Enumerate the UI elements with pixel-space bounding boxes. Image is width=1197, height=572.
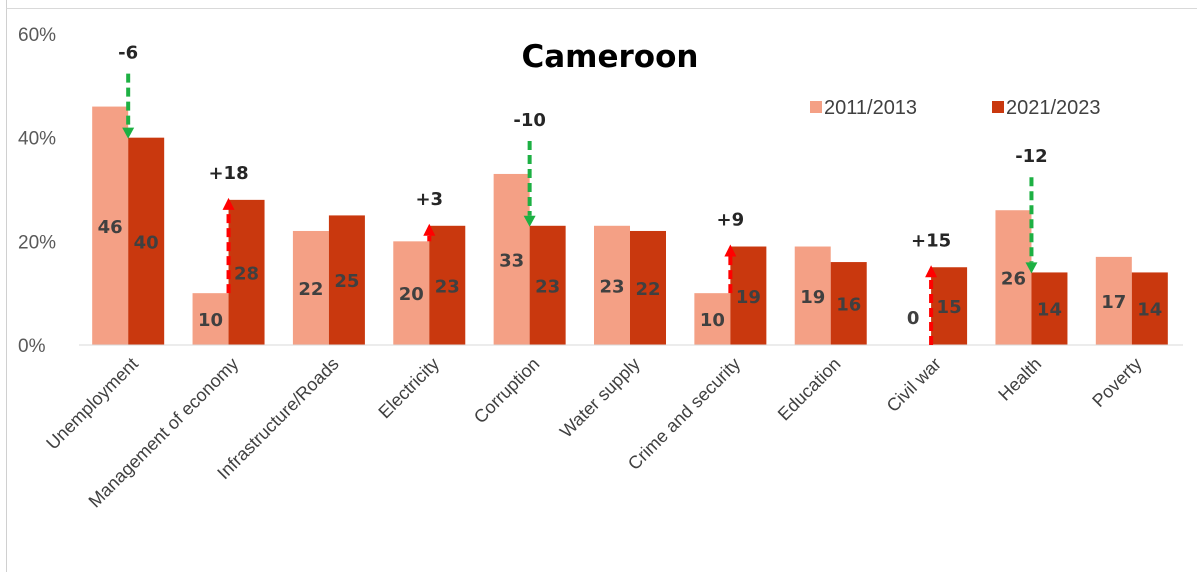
x-tick-label: Water supply	[556, 354, 644, 442]
bar-previous	[92, 106, 129, 345]
data-label: 0	[907, 308, 920, 329]
change-arrow-head	[222, 197, 235, 210]
bar-current	[931, 267, 968, 345]
data-label: 40	[134, 232, 159, 253]
change-arrow-head	[925, 265, 938, 278]
y-tick-label: 20%	[18, 232, 56, 253]
panel-border-top	[6, 0, 1197, 9]
bar-previous	[794, 246, 831, 345]
legend-label: 2011/2013	[824, 97, 917, 119]
bar-current	[1131, 272, 1168, 345]
panel-border-left	[6, 9, 7, 572]
data-label: 23	[599, 276, 624, 297]
data-label: 10	[700, 310, 725, 331]
data-label: 14	[1137, 300, 1162, 321]
bar-current	[730, 246, 767, 345]
bar-previous	[694, 293, 731, 345]
y-tick-label: 40%	[18, 129, 56, 150]
x-tick-label: Civil war	[883, 354, 945, 416]
data-label: 28	[234, 263, 259, 284]
data-label: 15	[937, 297, 962, 318]
bar-previous	[995, 210, 1032, 345]
bar-current	[830, 262, 867, 345]
x-tick-label: Health	[994, 354, 1045, 405]
data-label: 19	[736, 287, 761, 308]
bar-current	[228, 199, 265, 345]
data-label: 25	[334, 271, 359, 292]
y-tick-label: 60%	[18, 25, 56, 46]
change-label: -6	[118, 43, 138, 64]
data-label: 14	[1037, 300, 1062, 321]
data-label: 16	[836, 295, 861, 316]
x-tick-label: Unemployment	[42, 354, 142, 454]
change-label: +9	[717, 210, 745, 231]
data-label: 19	[800, 287, 825, 308]
data-label: 33	[499, 250, 524, 271]
x-tick-label: Crime and security	[624, 354, 744, 474]
chart-title: Cameroon	[522, 39, 699, 75]
change-label: +18	[208, 163, 248, 184]
bar-previous	[292, 230, 329, 345]
data-label: 10	[198, 310, 223, 331]
change-arrow-head	[523, 215, 536, 227]
legend-swatch	[992, 101, 1004, 113]
data-label: 23	[535, 276, 560, 297]
change-label: -10	[513, 110, 546, 131]
x-tick-label: Poverty	[1088, 354, 1145, 411]
bar-current	[429, 225, 466, 345]
bar-current	[529, 225, 566, 345]
bar-previous	[393, 241, 430, 345]
change-label: -12	[1015, 146, 1048, 167]
x-tick-label: Corruption	[470, 354, 544, 428]
bar-previous	[1095, 256, 1132, 345]
bar-current	[630, 230, 666, 345]
bar-previous	[192, 293, 229, 345]
data-label: 46	[98, 217, 123, 238]
legend-swatch	[810, 101, 822, 113]
change-arrow-head	[423, 223, 436, 236]
data-label: 17	[1101, 292, 1126, 313]
data-label: 23	[435, 276, 460, 297]
bar-current	[328, 215, 365, 345]
data-label: 22	[635, 279, 660, 300]
bar-current	[1031, 272, 1068, 345]
x-tick-label: Education	[774, 354, 845, 425]
bar-current	[128, 137, 165, 345]
change-label: +3	[415, 189, 443, 210]
x-tick-label: Electricity	[375, 354, 444, 423]
data-label: 20	[399, 284, 424, 305]
data-label: 22	[298, 279, 323, 300]
y-tick-label: 0%	[18, 336, 46, 357]
change-arrow-head	[1025, 262, 1038, 274]
bar-previous	[493, 173, 530, 345]
legend-label: 2021/2023	[1006, 97, 1101, 119]
change-arrow-head	[122, 127, 135, 139]
data-label: 26	[1001, 269, 1026, 290]
change-arrow-head	[724, 244, 737, 257]
change-label: +15	[911, 230, 951, 251]
bar-previous	[594, 225, 630, 345]
